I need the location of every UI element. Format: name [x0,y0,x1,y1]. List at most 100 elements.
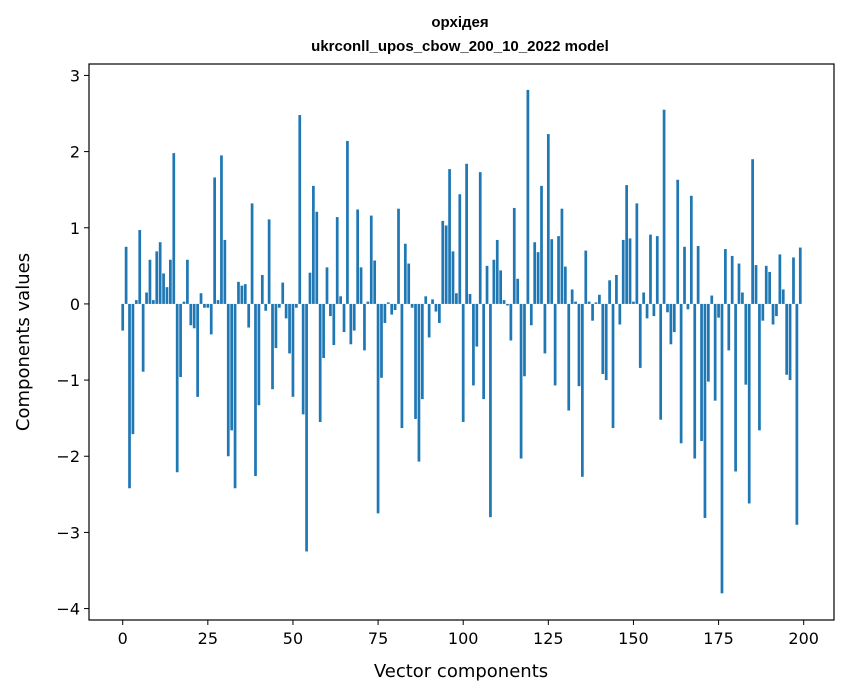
bar-64 [339,296,342,304]
bar-146 [618,303,622,325]
bar-138 [591,303,594,321]
bar-192 [775,303,778,317]
bar-78 [386,302,390,304]
bar-137 [587,301,591,304]
bar-83 [403,243,407,304]
bar-163 [676,179,680,304]
bar-series [121,89,802,594]
y-tick-label: −2 [56,447,80,466]
x-tick-label: 150 [618,629,649,648]
bar-168 [693,303,697,459]
bar-24 [203,303,206,308]
bar-132 [570,289,574,304]
bar-195 [785,303,789,375]
bar-95 [444,225,448,304]
bar-170 [700,303,703,442]
x-tick-label: 50 [283,629,303,648]
bar-191 [771,303,775,325]
bar-149 [628,238,632,304]
bar-22 [196,303,199,397]
bar-114 [509,303,513,341]
bar-66 [346,140,349,304]
bar-47 [281,282,285,304]
x-axis-label: Vector components [374,661,548,682]
x-tick-label: 25 [198,629,218,648]
bar-161 [669,303,673,345]
bar-126 [550,239,554,304]
bar-106 [482,303,485,400]
bar-122 [536,252,540,304]
bar-42 [264,303,268,311]
bar-128 [557,236,560,304]
bar-46 [277,303,281,308]
bar-63 [335,217,339,304]
bar-125 [546,134,550,304]
bar-172 [707,303,710,382]
bar-6 [141,303,145,372]
y-tick-label: −4 [56,600,80,619]
bar-97 [451,251,455,304]
y-tick-label: 3 [70,66,80,85]
bar-159 [662,109,666,304]
bar-151 [635,203,639,304]
bar-96 [448,169,451,304]
bar-139 [594,302,598,304]
bar-3 [131,303,135,435]
bar-108 [489,303,492,518]
bar-65 [342,303,346,333]
bar-5 [138,230,142,304]
bar-124 [543,303,547,354]
bar-55 [308,272,312,304]
y-axis-ticks: −4 −3 −2 −1 0 1 2 3 [56,66,89,619]
bar-154 [645,303,649,319]
bar-4 [134,300,138,304]
bar-50 [291,303,295,397]
bar-166 [686,303,690,310]
bar-145 [615,274,618,304]
bar-18 [182,301,186,304]
bar-183 [744,303,748,385]
bar-71 [363,303,366,351]
bar-92 [434,303,438,312]
bar-17 [179,303,182,378]
bar-100 [461,303,465,422]
bar-184 [747,303,751,504]
bar-197 [792,257,795,304]
bar-59 [322,303,325,358]
bar-105 [478,172,482,304]
bar-198 [795,303,799,525]
bar-142 [604,303,608,381]
bar-45 [274,303,278,349]
bar-113 [506,303,509,306]
bar-2 [128,303,131,489]
bar-189 [764,265,768,304]
bar-74 [373,260,377,304]
bar-180 [734,303,737,472]
bar-199 [798,247,802,304]
bar-80 [393,303,397,311]
y-tick-label: 0 [70,295,80,314]
plot-frame [88,63,835,621]
bar-104 [475,303,479,347]
bar-16 [175,303,179,473]
bar-93 [438,303,441,323]
bar-37 [247,303,251,328]
bar-123 [540,185,543,304]
bar-120 [529,303,533,326]
bar-101 [465,163,468,304]
bar-118 [523,303,526,377]
bar-19 [186,259,189,304]
bar-79 [390,303,394,315]
bar-121 [533,242,537,304]
bar-130 [563,266,567,304]
bar-28 [216,300,220,304]
x-tick-label: 75 [368,629,388,648]
bar-44 [271,303,274,390]
y-tick-label: −3 [56,523,80,542]
bar-112 [502,300,506,304]
bar-35 [240,285,244,304]
bar-53 [301,303,305,415]
bar-27 [213,177,216,304]
bar-103 [472,303,475,386]
bar-14 [169,259,172,304]
